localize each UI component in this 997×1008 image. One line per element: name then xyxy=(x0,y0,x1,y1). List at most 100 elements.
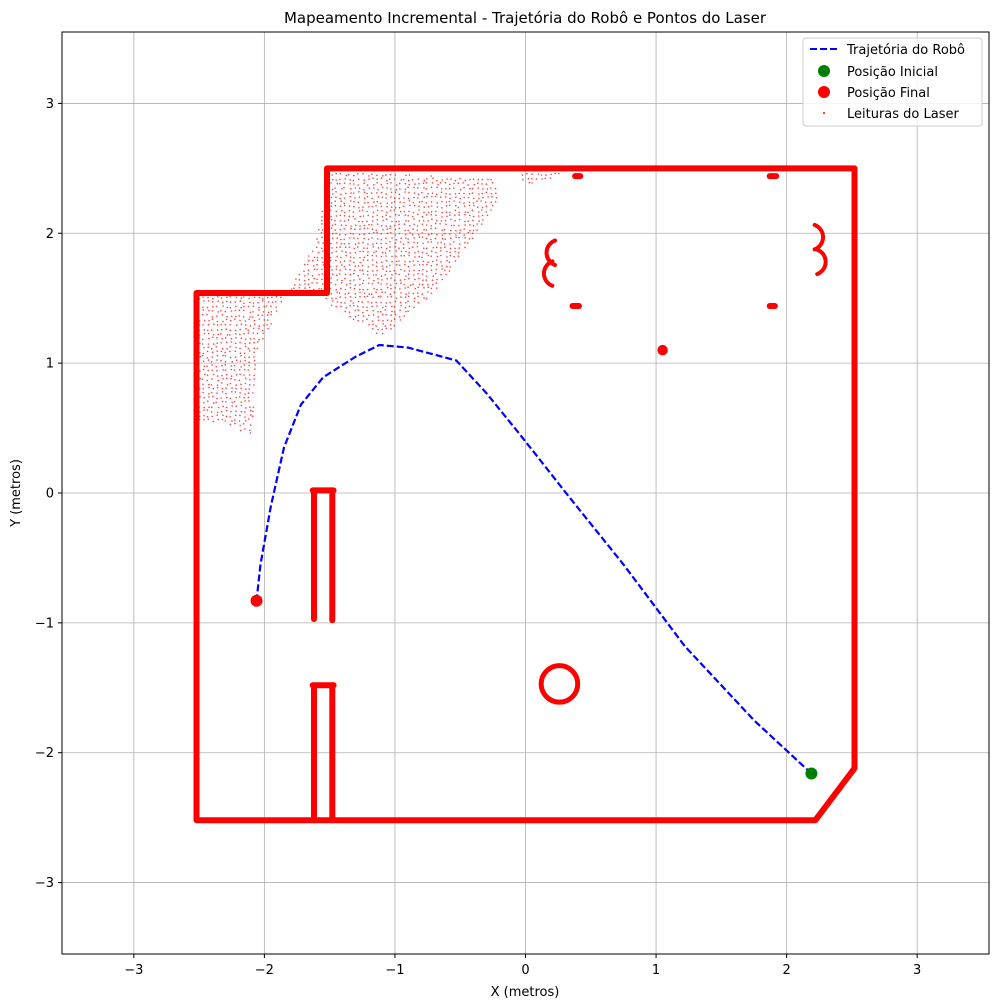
laser-point xyxy=(361,264,364,267)
laser-point xyxy=(357,314,360,317)
laser-point xyxy=(217,333,220,336)
laser-point xyxy=(339,261,342,263)
laser-point xyxy=(472,219,474,222)
laser-point xyxy=(220,350,223,353)
laser-point xyxy=(230,337,233,340)
laser-point xyxy=(234,350,236,353)
laser-point xyxy=(380,183,383,186)
laser-point xyxy=(349,268,351,271)
laser-point xyxy=(361,220,364,223)
laser-point xyxy=(249,429,251,432)
laser-point xyxy=(440,191,443,193)
laser-point xyxy=(368,206,370,208)
laser-point xyxy=(347,292,350,295)
laser-point xyxy=(422,220,425,222)
laser-point xyxy=(439,247,442,249)
laser-point xyxy=(402,247,405,249)
laser-point xyxy=(407,238,409,240)
laser-point xyxy=(403,223,406,225)
laser-point xyxy=(377,316,380,318)
laser-point xyxy=(248,356,250,359)
laser-point xyxy=(343,202,346,205)
laser-point xyxy=(467,220,470,223)
laser-point xyxy=(372,243,374,245)
laser-point xyxy=(202,309,205,311)
laser-point xyxy=(459,188,462,191)
laser-point xyxy=(330,215,332,218)
laser-point xyxy=(201,313,204,316)
laser-point xyxy=(256,347,259,350)
laser-point xyxy=(449,211,451,214)
laser-point xyxy=(199,377,201,380)
laser-point xyxy=(441,211,444,214)
laser-point xyxy=(375,291,377,294)
laser-point xyxy=(495,197,498,199)
laser-point xyxy=(450,237,452,239)
laser-point xyxy=(322,264,325,266)
laser-point xyxy=(463,192,465,195)
laser-point xyxy=(386,296,389,298)
laser-point xyxy=(418,283,421,286)
laser-point xyxy=(404,188,407,190)
laser-point xyxy=(362,273,365,275)
laser-point xyxy=(389,250,391,252)
laser-point xyxy=(230,341,233,343)
laser-point xyxy=(391,274,393,276)
laser-point xyxy=(318,274,320,276)
laser-point xyxy=(206,357,209,359)
laser-point xyxy=(368,178,370,180)
laser-point xyxy=(230,368,233,371)
laser-point xyxy=(395,263,398,266)
laser-point xyxy=(426,252,428,254)
laser-point xyxy=(522,178,524,181)
laser-point xyxy=(425,202,428,204)
laser-point xyxy=(478,220,480,222)
laser-point xyxy=(385,266,388,268)
laser-point xyxy=(239,424,241,427)
laser-point xyxy=(335,305,338,308)
laser-point xyxy=(375,205,377,207)
laser-point xyxy=(427,192,429,195)
laser-point xyxy=(363,188,365,191)
laser-point xyxy=(222,378,224,380)
laser-point xyxy=(349,179,352,181)
laser-point xyxy=(225,392,227,395)
laser-point xyxy=(446,256,448,258)
laser-point xyxy=(430,292,433,295)
laser-point xyxy=(389,173,392,176)
laser-point xyxy=(436,233,438,236)
laser-point xyxy=(382,323,385,325)
laser-point xyxy=(253,341,255,344)
laser-point xyxy=(391,220,393,223)
laser-point xyxy=(251,316,254,318)
laser-point xyxy=(439,250,442,252)
laser-point xyxy=(353,261,355,264)
laser-point xyxy=(216,342,218,345)
laser-point xyxy=(394,245,396,248)
laser-point xyxy=(239,373,241,376)
laser-point xyxy=(477,182,479,184)
laser-point xyxy=(234,301,236,303)
laser-point xyxy=(249,409,252,412)
laser-point xyxy=(440,241,443,244)
laser-point xyxy=(202,352,205,355)
laser-point xyxy=(229,350,231,353)
laser-point xyxy=(332,193,334,195)
laser-point xyxy=(345,284,348,286)
laser-point xyxy=(426,263,428,266)
laser-point xyxy=(322,242,325,244)
laser-point xyxy=(380,238,383,241)
laser-point xyxy=(481,214,484,217)
laser-point xyxy=(371,220,374,222)
laser-point xyxy=(252,410,254,413)
laser-point xyxy=(423,196,426,199)
laser-point xyxy=(366,309,368,312)
laser-point xyxy=(210,384,213,386)
laser-point xyxy=(380,177,383,179)
laser-point xyxy=(320,219,323,222)
laser-point xyxy=(221,418,224,421)
laser-point xyxy=(409,284,412,286)
laser-point xyxy=(464,224,467,226)
laser-point xyxy=(298,273,301,276)
laser-point xyxy=(334,187,336,189)
